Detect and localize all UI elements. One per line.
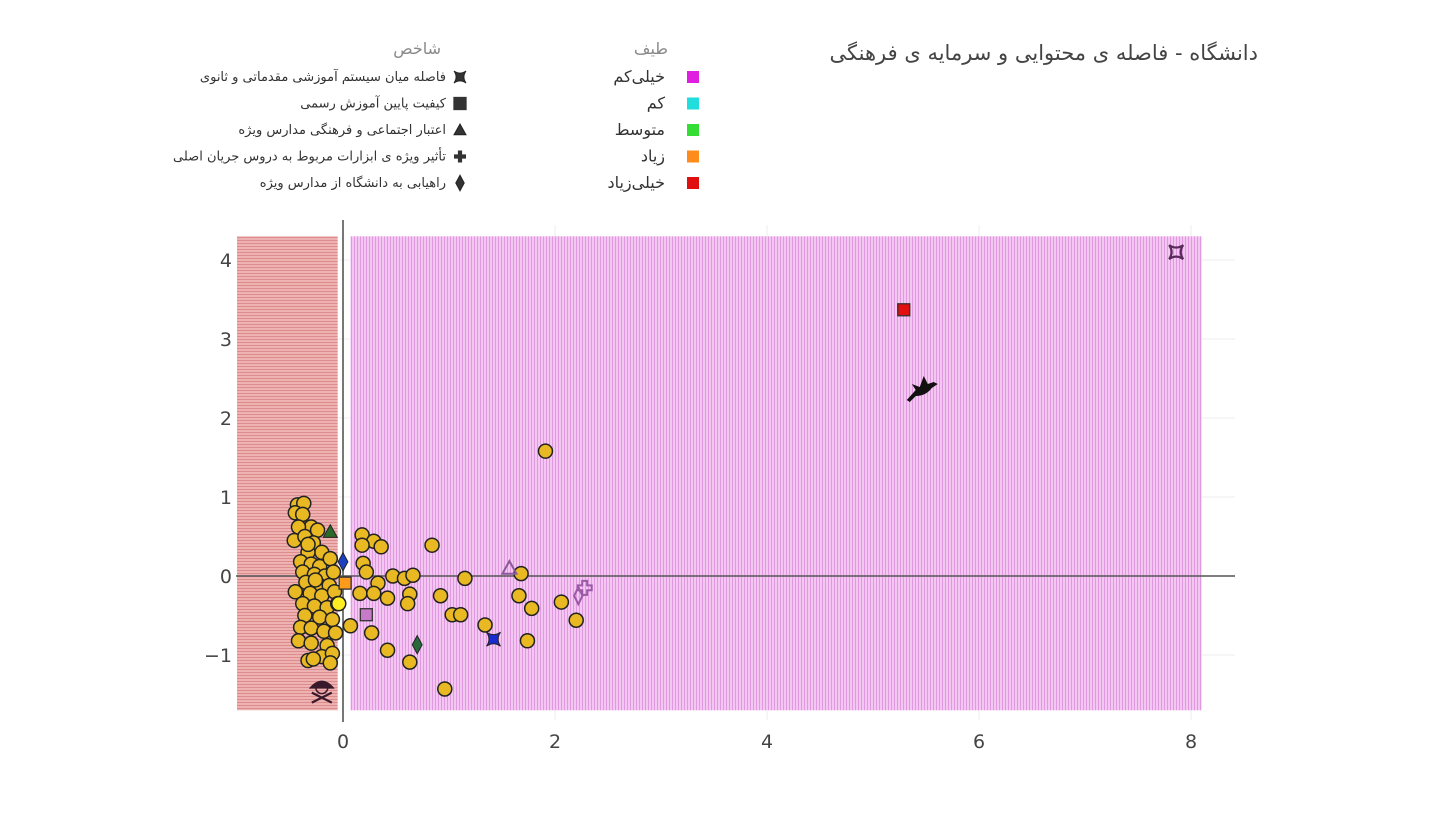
data-point bbox=[324, 611, 341, 628]
data-point bbox=[365, 585, 382, 602]
data-points bbox=[286, 443, 584, 697]
triangle-marker bbox=[322, 523, 339, 538]
data-point bbox=[325, 564, 342, 580]
data-point bbox=[405, 567, 421, 583]
data-point bbox=[290, 633, 307, 649]
data-point bbox=[300, 536, 316, 553]
circle-marker bbox=[331, 595, 347, 612]
chart-title: دانشگاه - فاصله ی محتوایی و سرمایه ی فره… bbox=[830, 41, 1258, 65]
y-tick-label: 1 bbox=[220, 487, 232, 509]
data-point bbox=[399, 595, 416, 612]
square-marker bbox=[338, 576, 352, 590]
legend-item-label[interactable]: راهیابی به دانشگاه از مدارس ویژه bbox=[260, 175, 446, 191]
legend-indicator[interactable]: شاخص فاصله میان سیستم آموزشی مقدماتی و ث… bbox=[173, 39, 467, 192]
data-point bbox=[303, 635, 319, 651]
data-point bbox=[309, 522, 326, 538]
skull-marker bbox=[315, 680, 329, 695]
data-point bbox=[402, 654, 418, 670]
dove-marker bbox=[906, 375, 938, 402]
y-tick-label: −1 bbox=[204, 645, 232, 667]
data-point bbox=[352, 585, 368, 602]
data-point bbox=[342, 618, 359, 634]
legend-swatch bbox=[687, 150, 699, 163]
data-point bbox=[477, 617, 493, 633]
data-point bbox=[523, 600, 540, 617]
data-point bbox=[379, 642, 396, 659]
data-point bbox=[519, 633, 536, 649]
legend-item-label[interactable]: کیفیت پایین آموزش رسمی bbox=[300, 95, 447, 112]
square-icon bbox=[453, 96, 467, 111]
triangle-icon bbox=[453, 122, 467, 136]
data-point bbox=[537, 443, 554, 459]
legend-item-label[interactable]: زیاد bbox=[641, 147, 665, 167]
legend-indicator-title: شاخص bbox=[393, 39, 441, 59]
x-tick-label: 8 bbox=[1185, 731, 1197, 753]
diamond-open-marker bbox=[573, 585, 584, 607]
data-point bbox=[437, 681, 453, 697]
y-tick-label: 4 bbox=[220, 250, 232, 272]
data-point bbox=[322, 550, 339, 567]
data-point bbox=[354, 537, 370, 553]
data-point bbox=[303, 620, 319, 636]
diamond-marker bbox=[337, 551, 349, 572]
data-point bbox=[373, 539, 389, 555]
data-point bbox=[379, 590, 396, 606]
skull-marker bbox=[311, 691, 333, 704]
legend-item-label[interactable]: خیلی‌زیاد bbox=[607, 173, 665, 193]
y-tick-label: 0 bbox=[220, 566, 232, 588]
legend-item-label[interactable]: اعتبار اجتماعی و فرهنگی مدارس ویژه bbox=[238, 122, 446, 138]
x-tick-label: 4 bbox=[761, 731, 773, 753]
bowtie-icon bbox=[453, 70, 467, 84]
y-tick-label: 3 bbox=[220, 329, 232, 351]
data-point bbox=[294, 506, 311, 523]
legend-swatch bbox=[687, 71, 699, 83]
legend-spectrum[interactable]: طیف خیلی‌کم کم متوسط زیاد خیلی‌زیاد bbox=[607, 39, 699, 193]
triangle-open-marker bbox=[500, 559, 519, 575]
data-point bbox=[305, 651, 322, 667]
bowtie-open-marker bbox=[1168, 244, 1185, 261]
y-tick-label: 2 bbox=[220, 408, 232, 430]
square-marker bbox=[359, 608, 373, 622]
x-tick-label: 0 bbox=[337, 731, 349, 753]
data-point bbox=[452, 606, 469, 623]
legend-swatch bbox=[687, 177, 699, 189]
diamond-icon bbox=[455, 174, 465, 192]
data-point bbox=[457, 570, 473, 587]
legend-swatch bbox=[687, 97, 699, 110]
cross-icon bbox=[454, 150, 466, 163]
legend-spectrum-title: طیف bbox=[634, 39, 668, 58]
data-point bbox=[511, 588, 527, 604]
special-markers bbox=[308, 244, 1185, 704]
tick-labels: 0 2 4 6 8 −1 0 1 2 3 4 bbox=[204, 250, 1197, 753]
data-point bbox=[322, 655, 339, 671]
cross-open-marker bbox=[576, 579, 593, 596]
legend-item-label[interactable]: کم bbox=[647, 94, 666, 113]
legend-swatch bbox=[687, 124, 699, 136]
data-point bbox=[287, 584, 304, 600]
legend-item-label[interactable]: تأثیر ویژه ی ابزارات مربوط به دروس جریان… bbox=[173, 147, 446, 165]
data-point bbox=[363, 625, 380, 641]
data-point bbox=[327, 625, 344, 641]
shaded-regions bbox=[237, 236, 1202, 711]
x-tick-label: 6 bbox=[973, 731, 985, 753]
diamond-marker bbox=[411, 634, 423, 655]
positive-region bbox=[350, 236, 1202, 711]
data-point bbox=[358, 564, 375, 580]
bowtie-marker bbox=[486, 631, 501, 647]
negative-region bbox=[237, 236, 338, 711]
legend-item-label[interactable]: متوسط bbox=[615, 120, 665, 140]
data-point bbox=[432, 588, 449, 604]
data-point bbox=[553, 594, 570, 610]
square-marker bbox=[897, 303, 911, 317]
data-point bbox=[307, 572, 324, 588]
x-tick-label: 2 bbox=[549, 731, 561, 753]
data-point bbox=[568, 612, 584, 628]
legend-item-label[interactable]: فاصله میان سیستم آموزشی مقدماتی و ثانوی bbox=[200, 68, 446, 85]
legend-item-label[interactable]: خیلی‌کم bbox=[613, 67, 665, 86]
data-point bbox=[424, 537, 440, 553]
